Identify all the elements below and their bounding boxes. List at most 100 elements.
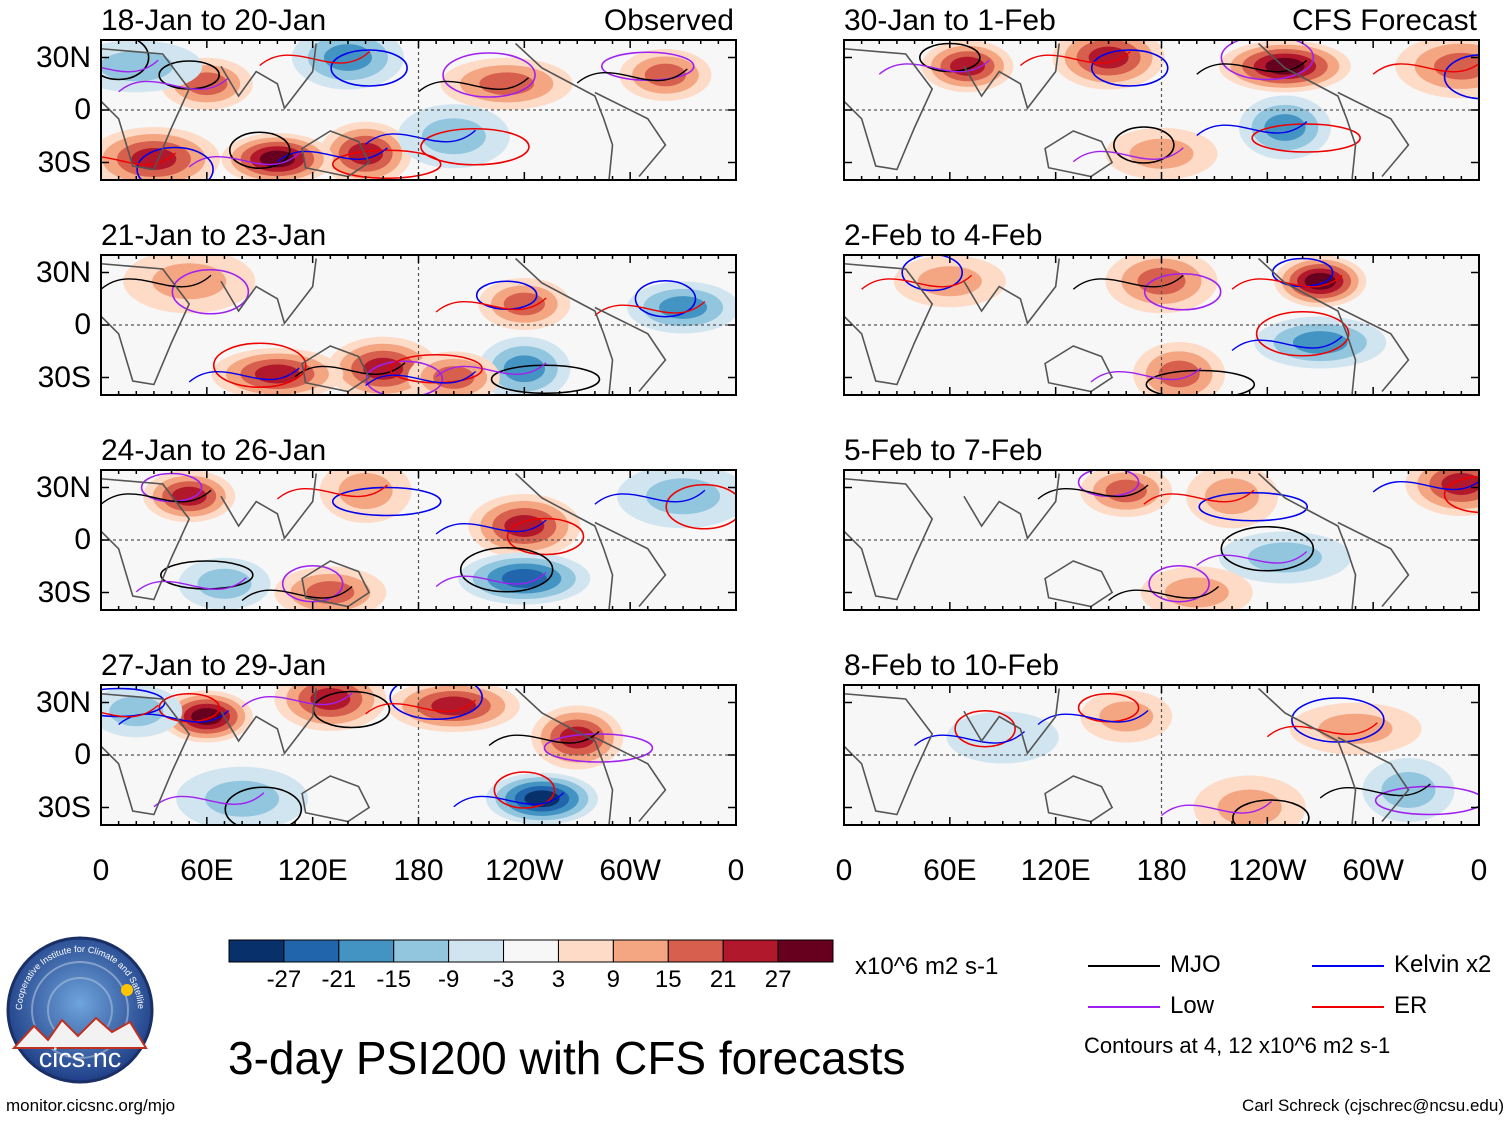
- wave-contour: [365, 129, 477, 145]
- wave-contour: [1443, 54, 1479, 100]
- colorbar-tick-label: 9: [606, 966, 621, 993]
- panel-title: 24-Jan to 26-Jan: [101, 434, 327, 467]
- wave-contour: [435, 362, 547, 378]
- legend-swatch: [1088, 965, 1160, 967]
- panel-label: Observed: [603, 4, 734, 37]
- colorbar-swatch: [448, 939, 505, 963]
- wave-contour: [1266, 722, 1378, 738]
- y-tick-label: 30N: [35, 255, 91, 289]
- wave-contour: [188, 152, 300, 168]
- wave-contour: [576, 68, 688, 84]
- anomaly-blob: [1264, 114, 1306, 141]
- anomaly-blob: [1099, 701, 1154, 732]
- legend-label: Low: [1170, 992, 1215, 1019]
- coastline: [101, 477, 191, 601]
- wave-contour: [389, 685, 483, 721]
- x-tick-label: 120W: [485, 854, 564, 887]
- anomaly-blob: [152, 263, 227, 300]
- coastline: [1337, 91, 1410, 178]
- x-tick-label: 0: [835, 854, 853, 887]
- colorbar-swatch: [393, 939, 450, 963]
- wave-contour: [634, 279, 697, 318]
- coastline: [844, 477, 934, 601]
- panel-7: [843, 469, 1480, 611]
- panel-title: 5-Feb to 7-Feb: [844, 434, 1043, 467]
- coastline: [594, 91, 667, 178]
- y-tick-label: 30N: [35, 470, 91, 504]
- colorbar-tick-label: -21: [321, 966, 357, 993]
- anomaly-blob: [917, 266, 982, 297]
- wave-contour: [365, 370, 477, 387]
- colorbar-swatch: [338, 939, 395, 963]
- panel-3: [100, 469, 737, 611]
- source-url[interactable]: monitor.cicsnc.org/mjo: [6, 1096, 176, 1115]
- colorbar-swatch: [667, 939, 724, 963]
- wave-contour: [228, 131, 291, 170]
- wave-contour: [878, 59, 990, 75]
- wave-contour: [594, 489, 706, 505]
- coastline: [1257, 687, 1357, 825]
- coastline: [301, 345, 371, 393]
- panel-8: [843, 684, 1480, 826]
- wave-contour: [1232, 799, 1310, 825]
- colorbar-tick-label: 21: [709, 966, 737, 993]
- wave-contour: [1037, 709, 1149, 726]
- wave-contour: [101, 704, 159, 718]
- author-credit: Carl Schreck (cjschrec@ncsu.edu): [1242, 1096, 1504, 1115]
- coastline: [301, 775, 371, 823]
- wave-contour: [101, 152, 177, 166]
- coastline: [594, 521, 667, 608]
- wave-contour: [1090, 49, 1169, 87]
- wave-contour: [420, 127, 530, 166]
- panel-5: [843, 39, 1480, 181]
- colorbar-swatch: [228, 939, 285, 963]
- coastline: [594, 306, 667, 393]
- legend-label: ER: [1394, 992, 1428, 1019]
- chart-title: 3-day PSI200 with CFS forecasts: [228, 1032, 906, 1084]
- wave-contour: [118, 77, 230, 93]
- colorbar-tick-label: -15: [376, 966, 412, 993]
- y-tick-label: 0: [74, 738, 91, 771]
- wave-contour: [1255, 310, 1350, 357]
- wave-contour: [224, 786, 303, 825]
- wave-contour: [1148, 564, 1210, 603]
- x-tick-label: 60W: [1342, 854, 1404, 887]
- coastline: [101, 262, 191, 386]
- coastline: [1044, 345, 1114, 393]
- coastline: [220, 43, 317, 110]
- coastline: [963, 43, 1060, 110]
- coastline: [101, 47, 191, 171]
- coastline: [1044, 560, 1114, 608]
- anomaly-blob: [197, 568, 252, 599]
- wave-contour: [1161, 800, 1272, 817]
- colorbar-tick-label: -27: [266, 966, 302, 993]
- wave-contour: [1108, 585, 1220, 602]
- x-tick-label: 60E: [180, 854, 234, 887]
- coastline: [514, 42, 614, 180]
- wave-contour: [442, 52, 536, 98]
- wave-contour: [1196, 550, 1308, 567]
- anomaly-blob: [946, 711, 1059, 764]
- coastline: [220, 688, 317, 755]
- wave-contour: [506, 517, 585, 556]
- anomaly-blob: [1129, 138, 1194, 169]
- wave-contour: [281, 564, 344, 603]
- wave-contour: [901, 255, 963, 292]
- wave-contour: [1443, 475, 1479, 514]
- wave-contour: [1372, 62, 1479, 75]
- wave-contour: [331, 149, 442, 180]
- anomaly-blob: [503, 355, 545, 383]
- coastline: [844, 262, 934, 386]
- panel-1: [100, 39, 737, 181]
- wave-contour: [914, 730, 1026, 747]
- wave-contour: [1231, 335, 1343, 352]
- wave-contour: [1251, 123, 1361, 153]
- legend-swatch: [1088, 1006, 1160, 1008]
- wave-contour: [1319, 783, 1431, 799]
- wave-contour: [1220, 40, 1315, 81]
- panel-title: 8-Feb to 10-Feb: [844, 649, 1060, 682]
- cics-logo: Cooperative Institute for Climate and Sa…: [0, 930, 154, 1084]
- wave-contour: [365, 699, 477, 715]
- colorbar-tick-label: 15: [654, 966, 682, 993]
